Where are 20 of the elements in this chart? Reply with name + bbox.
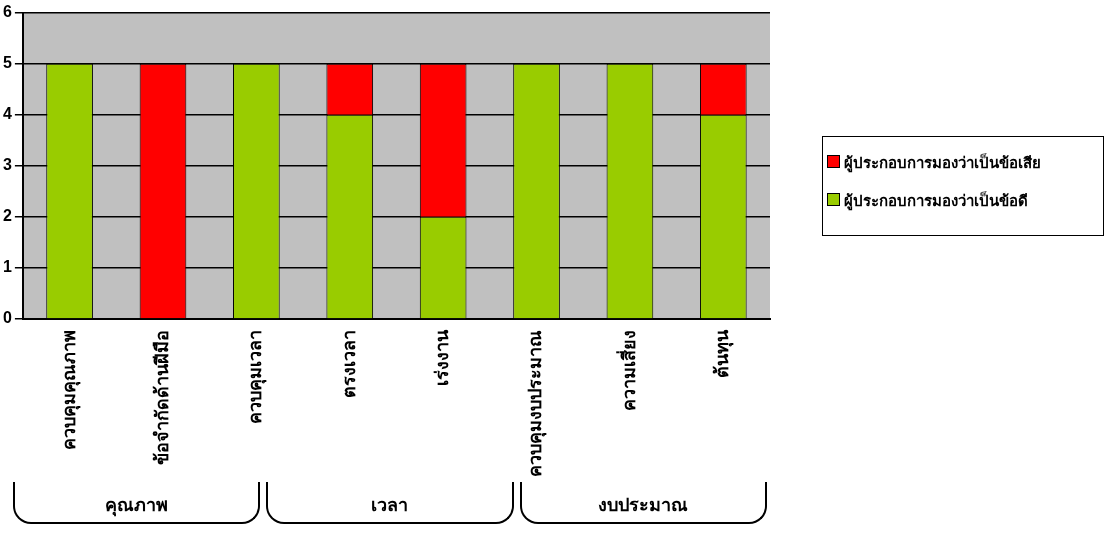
x-tick-label: ข้อจำกัดด้านฝีมือ bbox=[151, 330, 172, 465]
y-tick-label: 5 bbox=[2, 54, 12, 72]
legend-label: ผู้ประกอบการมองว่าเป็นข้อเสีย bbox=[844, 152, 1041, 175]
y-tick-label: 3 bbox=[2, 156, 12, 174]
y-tick-label: 6 bbox=[2, 3, 12, 21]
x-tick-label: เร่งงาน bbox=[432, 329, 453, 386]
y-tick-label: 2 bbox=[2, 207, 12, 225]
y-tick-label: 0 bbox=[2, 309, 12, 327]
text: เวลา bbox=[370, 493, 410, 517]
text: คุณภาพ bbox=[104, 493, 170, 519]
y-tick-label: 4 bbox=[2, 105, 12, 123]
x-tick-label: ควบคุมเวลา bbox=[245, 330, 268, 424]
x-tick-label: ควบคุมงบประมาณ bbox=[525, 330, 548, 477]
legend-label: ผู้ประกอบการมองว่าเป็นข้อดี bbox=[844, 190, 1028, 213]
text: งบประมาณ bbox=[597, 493, 690, 517]
x-tick-label: ต้นทุน bbox=[712, 329, 735, 378]
x-tick-label: ควบคุมคุณภาพ bbox=[58, 330, 81, 450]
x-tick-label: ตรงเวลา bbox=[338, 330, 359, 398]
y-tick-label: 1 bbox=[2, 258, 12, 276]
x-tick-label: ความเสี่ยง bbox=[615, 330, 639, 411]
